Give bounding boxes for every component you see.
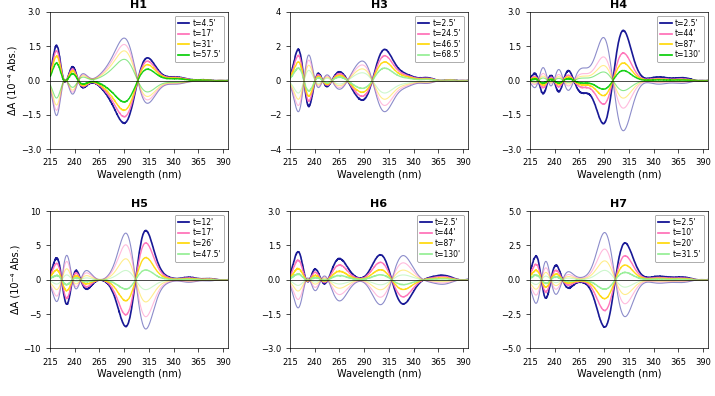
Title: H5: H5 (131, 199, 147, 209)
X-axis label: Wavelength (nm): Wavelength (nm) (97, 369, 181, 379)
X-axis label: Wavelength (nm): Wavelength (nm) (337, 369, 421, 379)
Legend: t=2.5', t=24.5', t=46.5', t=68.5': t=2.5', t=24.5', t=46.5', t=68.5' (415, 16, 464, 63)
Legend: t=4.5', t=17', t=31', t=57.5': t=4.5', t=17', t=31', t=57.5' (174, 16, 224, 63)
X-axis label: Wavelength (nm): Wavelength (nm) (577, 170, 661, 180)
Y-axis label: ΔA (10⁻⁴ Abs.): ΔA (10⁻⁴ Abs.) (8, 46, 18, 115)
Title: H4: H4 (611, 0, 628, 10)
Title: H7: H7 (611, 199, 628, 209)
Legend: t=2.5', t=44', t=87', t=130': t=2.5', t=44', t=87', t=130' (418, 215, 464, 262)
Title: H6: H6 (370, 199, 388, 209)
Legend: t=12', t=17', t=26', t=47.5': t=12', t=17', t=26', t=47.5' (174, 215, 224, 262)
Legend: t=2.5', t=10', t=20', t=31.5': t=2.5', t=10', t=20', t=31.5' (655, 215, 704, 262)
X-axis label: Wavelength (nm): Wavelength (nm) (577, 369, 661, 379)
Legend: t=2.5', t=44', t=87', t=130': t=2.5', t=44', t=87', t=130' (657, 16, 704, 63)
X-axis label: Wavelength (nm): Wavelength (nm) (337, 170, 421, 180)
Title: H3: H3 (370, 0, 388, 10)
Title: H1: H1 (130, 0, 147, 10)
X-axis label: Wavelength (nm): Wavelength (nm) (97, 170, 181, 180)
Y-axis label: ΔA (10⁻⁴ Abs.): ΔA (10⁻⁴ Abs.) (11, 245, 21, 314)
